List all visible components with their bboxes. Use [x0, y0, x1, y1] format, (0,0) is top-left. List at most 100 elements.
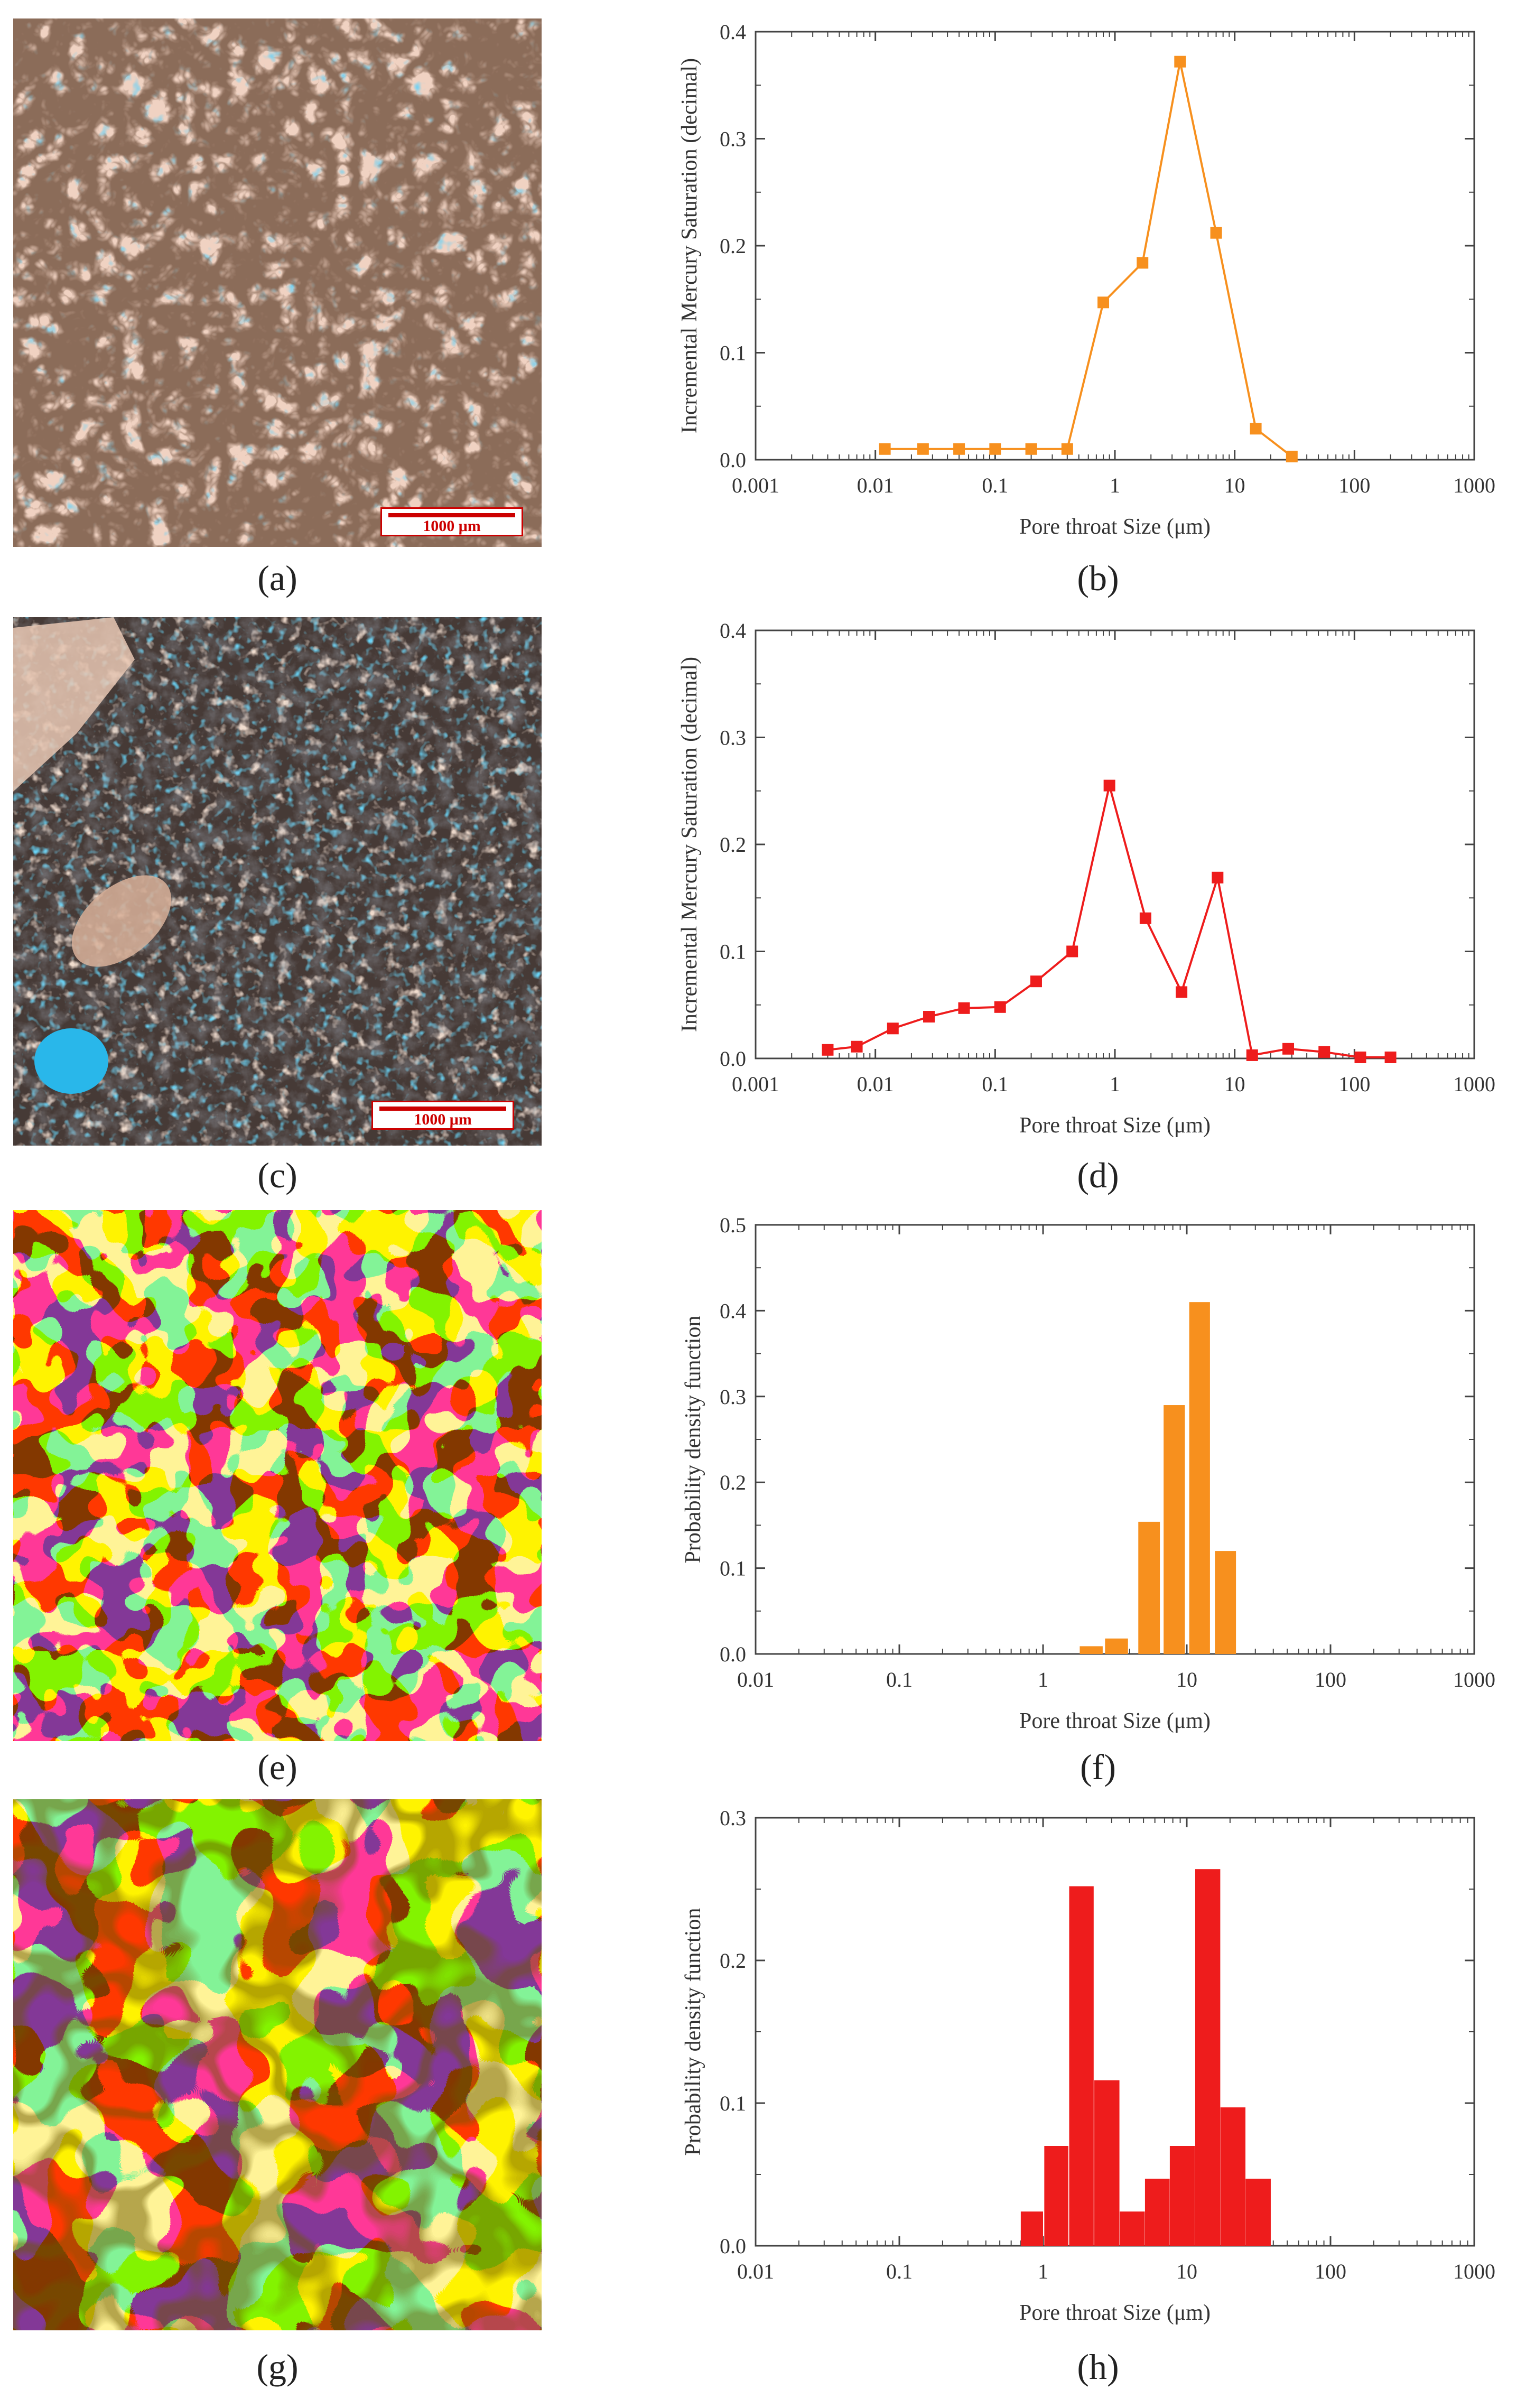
data-point: [1176, 986, 1188, 998]
data-point: [1174, 55, 1186, 68]
x-tick-label: 100: [1338, 1072, 1370, 1096]
y-tick-label: 0.2: [720, 833, 746, 857]
y-tick-label: 0.5: [720, 1213, 746, 1237]
x-axis-label: Pore throat Size (μm): [1019, 515, 1211, 539]
x-tick-label: 10: [1176, 1668, 1197, 1691]
x-tick-label: 0.01: [737, 2260, 774, 2283]
bar: [1020, 2211, 1043, 2246]
y-tick-label: 0.0: [720, 2234, 746, 2258]
caption-g: (g): [256, 2347, 299, 2387]
data-point: [958, 1002, 970, 1014]
x-tick-label: 10: [1224, 473, 1245, 497]
bar: [1044, 2146, 1068, 2246]
plot-frame: [755, 629, 1475, 1059]
x-axis-label: Pore throat Size (μm): [1019, 1113, 1211, 1138]
data-point: [879, 443, 891, 455]
data-point: [887, 1022, 899, 1035]
bar: [1094, 2080, 1120, 2246]
y-tick-label: 0.4: [720, 20, 746, 44]
bar: [1189, 1302, 1210, 1654]
x-tick-label: 100: [1315, 2260, 1346, 2283]
y-tick-label: 0.2: [720, 234, 746, 258]
data-point: [822, 1044, 834, 1056]
y-tick-label: 0.4: [720, 619, 746, 643]
data-point: [1025, 443, 1037, 455]
y-tick-label: 0.1: [720, 940, 746, 964]
data-point: [1250, 423, 1262, 435]
data-point: [1030, 975, 1042, 988]
data-point: [1246, 1049, 1258, 1061]
caption-b: (b): [1077, 558, 1119, 598]
caption-e: (e): [257, 1747, 297, 1787]
plot-frame: [755, 31, 1475, 461]
bar: [1069, 1886, 1094, 2246]
pore-map-image-g: [13, 1799, 542, 2330]
bar: [1120, 2211, 1145, 2246]
y-tick-label: 0.0: [720, 448, 746, 472]
bar: [1215, 1551, 1236, 1654]
bar: [1195, 1869, 1221, 2246]
scale-bar: 1000 μm: [380, 507, 523, 536]
x-tick-label: 1: [1038, 1668, 1048, 1691]
x-tick-label: 1: [1038, 2260, 1048, 2283]
data-point: [1066, 945, 1078, 957]
x-tick-label: 10: [1176, 2260, 1197, 2283]
bar: [1144, 2179, 1170, 2246]
x-axis-label: Pore throat Size (μm): [1019, 1709, 1211, 1733]
x-tick-label: 1000: [1453, 1072, 1495, 1096]
data-point: [1097, 296, 1110, 309]
y-tick-label: 0.4: [720, 1299, 746, 1323]
pore-map-image-e: [13, 1210, 542, 1741]
x-tick-label: 100: [1338, 473, 1370, 497]
data-point: [851, 1040, 863, 1053]
data-point: [1210, 227, 1222, 239]
data-point: [1354, 1051, 1366, 1063]
chart-b: 0.001 0.01 0.1 1 10 100 1000 0.0 0.1 0.2 0.3 0.4 Por…: [677, 20, 1495, 539]
thin-section-image-a: 1000 μm: [13, 18, 542, 547]
data-point: [994, 1001, 1006, 1013]
data-point: [923, 1011, 935, 1023]
data-point: [1061, 443, 1073, 455]
bar: [1138, 1521, 1160, 1654]
x-tick-label: 1: [1110, 1072, 1120, 1096]
x-tick-label: 0.1: [982, 1072, 1008, 1096]
data-point: [1318, 1046, 1330, 1058]
data-point: [1384, 1051, 1397, 1063]
x-tick-label: 0.001: [732, 1072, 779, 1096]
y-axis-label: Incremental Mercury Saturation (decimal): [677, 657, 702, 1032]
data-point: [989, 443, 1001, 455]
chart-f: 0.01 0.1 1 10 100 1000 0.0 0.1 0.2 0.3 0.4 0.5 Pore …: [681, 1213, 1495, 1733]
data-point: [1137, 257, 1149, 269]
caption-d: (d): [1077, 1155, 1119, 1195]
plot-frame: [755, 1817, 1475, 2247]
bar: [1220, 2107, 1246, 2246]
chart-d: 0.001 0.01 0.1 1 10 100 1000 0.0 0.1 0.2 0.3 0.4 Por…: [677, 619, 1495, 1138]
chart-h: 0.01 0.1 1 10 100 1000 0.0 0.1 0.2 0.3 Pore throat…: [681, 1806, 1495, 2325]
x-tick-label: 0.1: [982, 473, 1008, 497]
x-tick-label: 0.01: [857, 473, 894, 497]
caption-h: (h): [1077, 2347, 1119, 2387]
caption-f: (f): [1080, 1747, 1116, 1787]
y-tick-label: 0.0: [720, 1047, 746, 1071]
y-tick-label: 0.3: [720, 127, 746, 151]
series-line: [885, 61, 1293, 458]
x-tick-label: 10: [1224, 1072, 1245, 1096]
y-axis-label: Incremental Mercury Saturation (decimal): [677, 58, 702, 433]
x-tick-label: 0.01: [857, 1072, 894, 1096]
y-tick-label: 0.2: [720, 1471, 746, 1494]
data-point: [1282, 1043, 1295, 1055]
data-point: [917, 443, 929, 455]
x-tick-label: 0.1: [886, 2260, 913, 2283]
x-tick-label: 1000: [1453, 1668, 1495, 1691]
data-point: [1139, 912, 1151, 924]
data-point: [1103, 779, 1115, 792]
data-point: [1212, 871, 1224, 884]
bar: [1105, 1638, 1128, 1654]
y-tick-label: 0.1: [720, 341, 746, 365]
bar: [1080, 1646, 1103, 1654]
bar: [1245, 2179, 1271, 2246]
bar: [1164, 1405, 1185, 1654]
data-point: [953, 443, 965, 455]
data-point: [1286, 450, 1298, 462]
y-axis-label: Probability density function: [681, 1908, 705, 2156]
